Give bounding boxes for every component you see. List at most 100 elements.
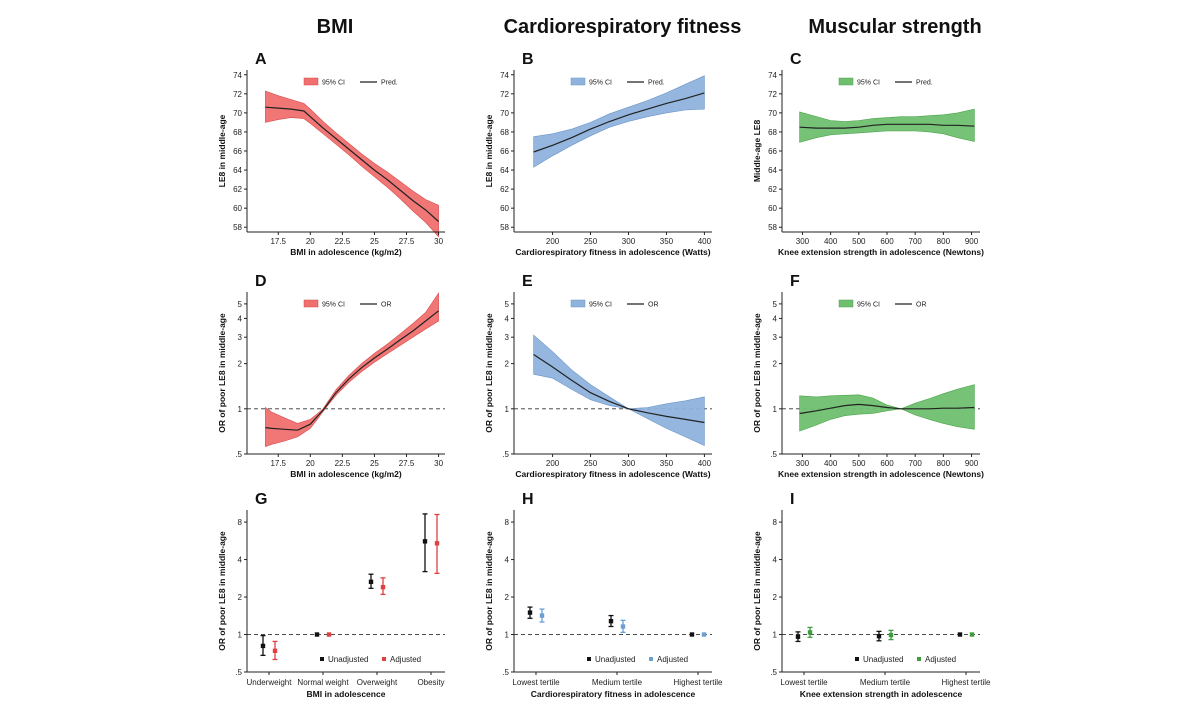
data-point-unadjusted [795,634,801,639]
data-point-unadjusted [527,610,533,615]
legend-label-line: OR [916,302,927,309]
data-point-unadjusted [608,618,614,624]
x-tick-label: 30 [434,459,443,468]
y-tick-label: 64 [500,166,509,175]
y-axis-title: OR of poor LE8 in middle-age [752,313,762,433]
x-tick-label: 400 [824,459,838,468]
legend-label-ci: 95% CI [322,302,345,309]
x-tick-label: 300 [796,459,810,468]
x-tick-label: 500 [852,459,866,468]
y-tick-label: 4 [238,314,243,323]
estimate-line [533,353,705,424]
y-tick-label: 60 [233,204,242,213]
panel-label: H [522,491,534,508]
legend-swatch-ci [838,299,854,308]
x-axis-title: BMI in adolescence [307,689,386,699]
y-tick-label: 60 [500,204,509,213]
y-tick-label: 4 [505,314,510,323]
y-tick-label: 70 [500,109,509,118]
legend-label-unadjusted: Unadjusted [863,655,903,664]
y-tick-label: .5 [235,668,242,677]
y-axis-title: LE8 in middle-age [217,114,227,187]
y-tick-label: 66 [233,147,242,156]
y-tick-label: 62 [233,185,242,194]
y-axis-title: OR of poor LE8 in middle-age [484,313,494,433]
panel-i: I .5 1 2 4 8 Lowest tertile Medium tertile Highe… [752,491,991,699]
x-tick-label: 350 [660,459,674,468]
y-tick-label: .5 [502,668,509,677]
x-axis-title: BMI in adolescence (kg/m2) [290,469,402,479]
y-tick-label: 72 [500,90,509,99]
y-tick-label: 4 [505,556,510,565]
column-title-strength: Muscular strength [808,16,982,38]
y-tick-label: 1 [505,405,510,414]
legend-swatch-unadjusted [320,657,324,661]
x-tick-label: 17.5 [270,237,286,246]
panel-e: E .5 1 2 3 4 5 200 250 300 350 400Cardiorespiratory… [484,273,712,479]
x-tick-label: Medium tertile [860,678,911,687]
y-tick-label: 60 [768,204,777,213]
x-tick-label: 300 [622,459,636,468]
x-tick-label: Highest tertile [674,678,723,687]
panel-label: B [522,51,534,68]
y-tick-label: 58 [233,223,242,232]
y-axis-title: LE8 in middle-age [484,114,494,187]
y-tick-label: 8 [773,518,778,527]
y-tick-label: 66 [768,147,777,156]
y-tick-label: 74 [500,71,509,80]
x-tick-label: 400 [824,237,838,246]
x-tick-label: 300 [622,237,636,246]
data-point-unadjusted [314,632,320,637]
legend-swatch-ci [570,299,586,308]
y-tick-label: 74 [233,71,242,80]
x-tick-label: Obesity [417,678,444,687]
legend-label-adjusted: Adjusted [925,655,956,664]
legend-label-line: Pred. [381,80,398,87]
data-point-adjusted [326,632,332,637]
y-tick-label: 3 [773,333,778,342]
panel-label: G [255,491,267,508]
legend-swatch-unadjusted [587,657,591,661]
legend-label-unadjusted: Unadjusted [328,655,368,664]
y-tick-label: 2 [505,593,510,602]
column-title-bmi: BMI [316,16,354,38]
x-axis-title: Cardiorespiratory fitness in adolescence… [515,469,710,479]
y-tick-label: 72 [768,90,777,99]
y-tick-label: 1 [505,631,510,640]
legend-label-ci: 95% CI [589,302,612,309]
y-tick-label: 5 [773,300,778,309]
panel-label: D [255,273,267,290]
legend-label-line: OR [648,302,659,309]
y-tick-label: 62 [500,185,509,194]
x-tick-label: Highest tertile [942,678,991,687]
estimate-line [265,310,439,431]
x-tick-label: 700 [909,459,923,468]
panel-label: I [790,491,794,508]
x-tick-label: 25 [370,459,379,468]
y-tick-label: 1 [238,631,243,640]
y-tick-label: 68 [500,128,509,137]
legend-label-unadjusted: Unadjusted [595,655,635,664]
panel-label: A [255,51,267,68]
x-tick-label: 400 [698,459,712,468]
estimate-line [799,403,975,415]
x-tick-label: 200 [546,237,560,246]
y-tick-label: 3 [505,333,510,342]
x-tick-label: 30 [434,237,443,246]
legend-swatch-ci [570,77,586,86]
y-tick-label: 1 [238,405,243,414]
y-tick-label: 72 [233,90,242,99]
legend-swatch-adjusted [382,657,386,661]
estimate-line [799,123,975,129]
x-tick-label: 25 [370,237,379,246]
y-tick-label: 5 [505,300,510,309]
x-tick-label: 900 [965,459,979,468]
x-tick-label: 900 [965,237,979,246]
panel-g: G .5 1 2 4 8 Underweight Normal weight Overweigh… [217,491,445,699]
legend-label-ci: 95% CI [857,302,880,309]
panel-label: E [522,273,533,290]
y-tick-label: 66 [500,147,509,156]
x-axis-title: Cardiorespiratory fitness in adolescence… [515,247,710,257]
data-point-adjusted [380,584,386,590]
